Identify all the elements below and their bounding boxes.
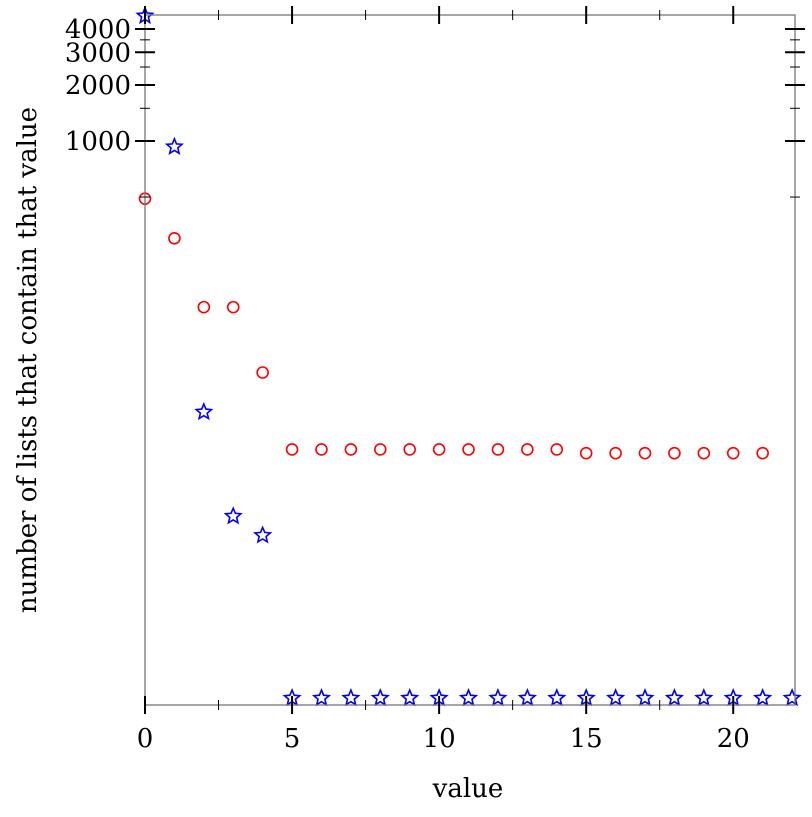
data-point-star (547, 688, 567, 707)
plot-frame (144, 14, 796, 706)
data-point-star (782, 688, 802, 707)
data-point-circle (550, 443, 564, 456)
x-tick-label: 15 (570, 724, 603, 754)
data-point-circle (609, 446, 622, 460)
data-point-circle (756, 446, 769, 460)
y-tick-label: 4000 (65, 15, 131, 45)
x-tick-label: 5 (284, 724, 301, 754)
data-point-circle (491, 443, 505, 456)
data-point-circle (226, 300, 240, 314)
x-tick-label: 20 (717, 724, 750, 754)
data-point-star (253, 525, 273, 544)
data-point-star (223, 506, 243, 525)
data-point-star (194, 402, 214, 421)
data-point-circle (373, 443, 387, 456)
data-point-circle (697, 446, 711, 460)
data-point-star (635, 687, 655, 707)
data-point-star (164, 136, 184, 156)
data-point-star (400, 687, 420, 707)
x-axis-label: value (432, 774, 504, 804)
data-point-circle (168, 232, 181, 245)
y-tick-label: 3000 (65, 38, 131, 68)
data-point-circle (344, 443, 358, 456)
y-tick-label: 1000 (65, 127, 131, 157)
data-point-star (488, 688, 508, 707)
data-point-circle (638, 446, 652, 460)
data-point-circle (726, 446, 740, 460)
data-point-star (753, 688, 773, 707)
data-point-star (517, 688, 537, 707)
data-point-circle (315, 443, 328, 456)
data-point-circle (668, 446, 681, 460)
data-point-star (311, 687, 332, 707)
data-point-circle (462, 443, 475, 456)
data-point-star (694, 687, 714, 707)
data-point-circle (285, 443, 299, 456)
data-point-circle (197, 300, 211, 314)
data-point-circle (432, 443, 446, 456)
data-point-star (664, 687, 684, 707)
data-point-circle (579, 446, 593, 460)
data-point-star (341, 687, 361, 707)
data-point-star (606, 687, 626, 707)
data-point-star (458, 687, 479, 707)
y-tick-label: 2000 (65, 71, 131, 101)
x-tick-label: 10 (423, 724, 456, 754)
data-point-circle (403, 443, 417, 456)
data-point-star (370, 687, 390, 707)
x-tick-label: 0 (137, 724, 154, 754)
data-point-circle (256, 366, 269, 379)
y-axis-label: number of lists that contain that value (13, 107, 43, 613)
data-point-circle (521, 443, 534, 456)
